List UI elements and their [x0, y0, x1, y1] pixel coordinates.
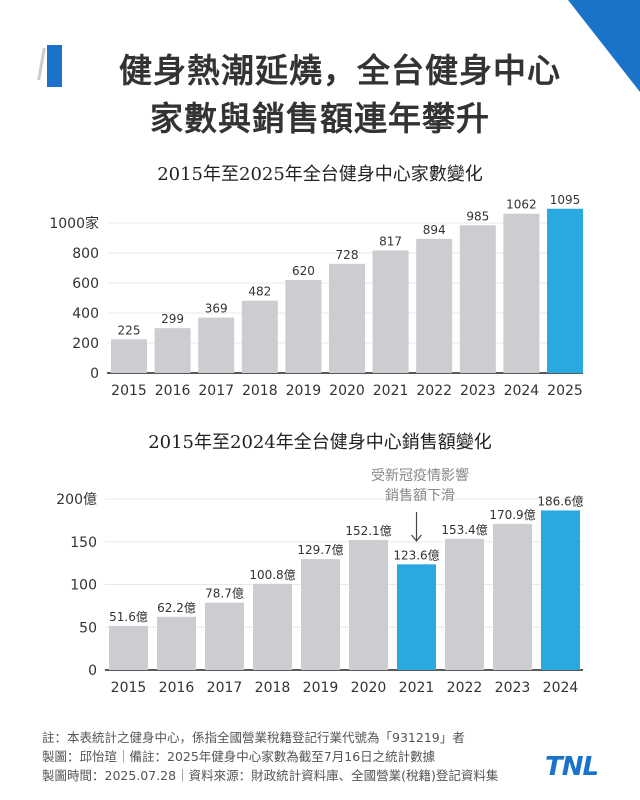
x-tick-label: 2025 [547, 383, 583, 399]
y-tick-label: 50 [79, 620, 97, 636]
chart2-title: 2015年至2024年全台健身中心銷售額變化 [148, 432, 492, 453]
bar-2021 [397, 564, 436, 670]
data-label: 152.1億 [345, 524, 391, 538]
x-tick-label: 2021 [399, 680, 435, 696]
y-tick-label: 200 [72, 336, 99, 352]
x-tick-label: 2019 [303, 680, 339, 696]
data-label: 186.6億 [537, 494, 583, 508]
data-label: 62.2億 [157, 601, 196, 615]
bar-2022 [445, 538, 484, 670]
bar-2018 [241, 300, 278, 373]
bar-2019 [301, 559, 340, 670]
bar-2021 [372, 250, 409, 373]
x-tick-label: 2023 [460, 383, 496, 399]
chart1-title: 2015年至2025年全台健身中心家數變化 [157, 164, 483, 185]
bar-2019 [285, 280, 322, 373]
data-label: 728 [336, 248, 359, 262]
data-label: 1095 [550, 193, 581, 207]
bar-2017 [198, 317, 235, 373]
bar-2017 [205, 602, 244, 670]
y-tick-label: 100 [70, 578, 97, 594]
bar-2022 [416, 238, 453, 373]
x-tick-label: 2020 [329, 383, 365, 399]
tnl-logo: TNL [545, 752, 599, 782]
annotation-arrowhead [411, 534, 422, 542]
bar-2024 [541, 510, 580, 670]
y-tick-label: 0 [90, 366, 99, 382]
page-title-line2: 家數與銷售額連年攀升 [150, 99, 490, 138]
y-tick-label: 0 [88, 663, 97, 679]
x-tick-label: 2015 [111, 680, 147, 696]
bar-2016 [157, 616, 196, 670]
y-tick-label: 800 [72, 246, 99, 262]
bar-2015 [109, 625, 148, 670]
bar-2018 [253, 583, 292, 670]
bar-2023 [493, 523, 532, 670]
data-label: 817 [379, 234, 402, 248]
data-label: 153.4億 [441, 523, 487, 537]
bar-2024 [503, 213, 540, 373]
data-label: 894 [423, 223, 446, 237]
data-label: 129.7億 [297, 543, 343, 557]
data-label: 170.9億 [489, 508, 535, 522]
data-label: 1062 [506, 198, 537, 212]
x-tick-label: 2018 [242, 383, 278, 399]
annotation-line2: 銷售額下滑 [385, 488, 455, 504]
x-tick-label: 2023 [495, 680, 531, 696]
data-label: 78.7億 [205, 587, 244, 601]
x-tick-label: 2015 [111, 383, 147, 399]
data-label: 369 [205, 302, 228, 316]
y-tick-label: 400 [72, 306, 99, 322]
x-tick-label: 2022 [447, 680, 483, 696]
corner-accent [568, 0, 640, 92]
x-tick-label: 2019 [286, 383, 322, 399]
bar-2016 [154, 328, 191, 373]
data-label: 482 [248, 285, 271, 299]
data-label: 985 [466, 209, 489, 223]
bar-2020 [329, 263, 365, 373]
footnote-definition: 註：本表統計之健身中心，係指全國營業稅籍登記行業代號為「931219」者 [42, 730, 465, 745]
y-tick-label: 200億 [56, 492, 97, 508]
data-label: 51.6億 [109, 610, 148, 624]
bar-2020 [349, 539, 388, 670]
x-tick-label: 2022 [416, 383, 452, 399]
y-tick-label: 150 [70, 535, 97, 551]
x-tick-label: 2017 [207, 680, 243, 696]
x-tick-label: 2024 [504, 383, 540, 399]
annotation-line1: 受新冠疫情影響 [371, 468, 469, 484]
y-tick-label: 600 [72, 276, 99, 292]
page-title-line1: 健身熱潮延燒，全台健身中心 [119, 51, 561, 90]
y-tick-label: 1000家 [49, 215, 99, 232]
x-tick-label: 2018 [255, 680, 291, 696]
data-label: 299 [161, 312, 184, 326]
x-tick-label: 2024 [543, 680, 579, 696]
bar-2023 [459, 225, 496, 373]
title-accent-bar [47, 45, 62, 87]
footnote-author: 製圖：邱怡瑄｜備註：2025年健身中心家數為截至7月16日之統計數據 [42, 749, 436, 764]
data-label: 225 [118, 323, 141, 337]
x-tick-label: 2017 [198, 383, 234, 399]
data-label: 123.6億 [393, 548, 439, 562]
footnote-source: 製圖時間：2025.07.28｜資料來源：財政統計資料庫、全國營業(稅籍)登記資… [42, 768, 499, 783]
bar-2025 [547, 208, 583, 373]
x-tick-label: 2021 [373, 383, 409, 399]
x-tick-label: 2016 [159, 680, 195, 696]
data-label: 100.8億 [249, 568, 295, 582]
data-label: 620 [292, 264, 315, 278]
x-tick-label: 2020 [351, 680, 387, 696]
x-tick-label: 2016 [155, 383, 191, 399]
bar-2015 [111, 339, 147, 373]
